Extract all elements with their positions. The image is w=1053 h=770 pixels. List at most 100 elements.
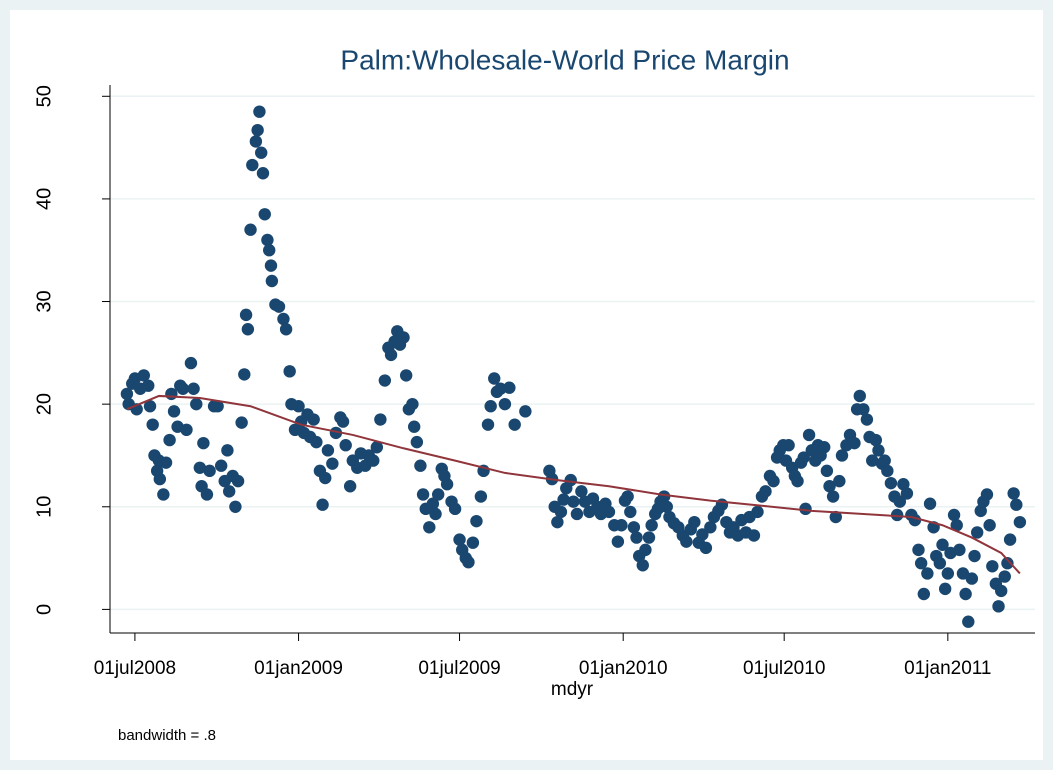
data-point [120, 387, 134, 401]
data-point [378, 374, 392, 387]
data-point [947, 508, 961, 522]
data-point [923, 497, 937, 510]
data-point [826, 490, 840, 503]
data-point [146, 418, 159, 431]
data-point [241, 323, 255, 336]
data-point [176, 382, 190, 395]
y-tick-label: 10 [33, 496, 55, 518]
y-tick-label: 30 [33, 290, 55, 312]
data-point [253, 105, 266, 118]
data-point [367, 454, 380, 467]
data-point [429, 507, 442, 521]
data-point [231, 474, 245, 488]
data-point [921, 567, 934, 580]
data-point [791, 474, 804, 488]
data-point [848, 436, 861, 450]
data-point [829, 510, 842, 524]
x-tick-label: 01jan2009 [254, 658, 343, 679]
data-point [211, 400, 224, 413]
data-point [1007, 487, 1020, 500]
data-point [142, 379, 155, 392]
data-point [423, 521, 436, 534]
data-point [244, 223, 257, 236]
data-point [184, 356, 198, 370]
data-point [893, 495, 907, 508]
data-point [143, 400, 157, 413]
data-point [264, 259, 278, 272]
data-point [180, 423, 193, 437]
data-point [642, 531, 656, 544]
data-point [329, 426, 343, 440]
data-point [621, 490, 634, 503]
data-point [310, 435, 323, 449]
data-point [265, 274, 279, 288]
data-point [466, 536, 480, 549]
data-point [200, 488, 214, 501]
data-point [193, 461, 207, 474]
data-point [884, 476, 898, 490]
data-point [440, 477, 454, 491]
data-point [645, 519, 658, 532]
data-point [938, 582, 952, 596]
data-point [238, 368, 251, 381]
data-point [221, 444, 234, 457]
data-point [962, 615, 975, 628]
data-point [912, 543, 925, 557]
data-point [159, 456, 173, 469]
x-tick-label: 01jul2009 [418, 658, 500, 679]
data-point [657, 490, 671, 503]
data-point [470, 514, 483, 528]
data-point [602, 505, 616, 519]
data-point [251, 123, 264, 137]
data-point [853, 389, 866, 403]
data-point [474, 490, 488, 503]
x-tick-label: 01jul2008 [94, 658, 176, 679]
data-point [453, 533, 466, 546]
data-point [564, 473, 577, 487]
data-point [660, 500, 673, 513]
data-point [187, 382, 200, 395]
data-point [998, 570, 1011, 583]
data-point [995, 584, 1008, 598]
data-point [575, 485, 588, 498]
data-point [688, 515, 701, 529]
data-point [197, 436, 210, 450]
x-tick-label: 01jan2010 [579, 658, 668, 679]
data-point [1010, 498, 1023, 511]
x-tick-label: 01jan2011 [904, 658, 991, 679]
data-point [190, 397, 203, 411]
data-point [203, 464, 216, 478]
data-point [235, 416, 248, 429]
data-point [970, 526, 984, 539]
data-point [866, 454, 879, 467]
data-point [163, 433, 176, 447]
data-point [255, 146, 268, 159]
data-point [508, 418, 521, 431]
data-point [214, 459, 228, 472]
data-point [261, 233, 274, 247]
data-point [782, 439, 795, 452]
data-point [484, 400, 497, 413]
data-point [900, 487, 914, 500]
data-point [799, 502, 812, 516]
data-point [272, 300, 286, 313]
data-point [983, 519, 996, 532]
data-point [941, 567, 955, 580]
data-point [410, 435, 424, 449]
data-point [399, 369, 413, 382]
fit-line [126, 394, 1021, 575]
data-point [406, 397, 419, 411]
data-point [872, 444, 885, 457]
data-point [292, 400, 305, 413]
data-point [567, 495, 580, 508]
y-tick-label: 0 [33, 604, 55, 615]
x-axis-label: mdyr [551, 679, 594, 700]
data-point [1013, 515, 1027, 529]
data-point [307, 413, 320, 426]
x-tick-label: 01jul2010 [743, 658, 825, 679]
data-point [397, 331, 410, 344]
data-point [488, 372, 501, 385]
chart-title: Palm:Wholesale-World Price Margin [340, 44, 789, 75]
data-point [319, 471, 332, 485]
